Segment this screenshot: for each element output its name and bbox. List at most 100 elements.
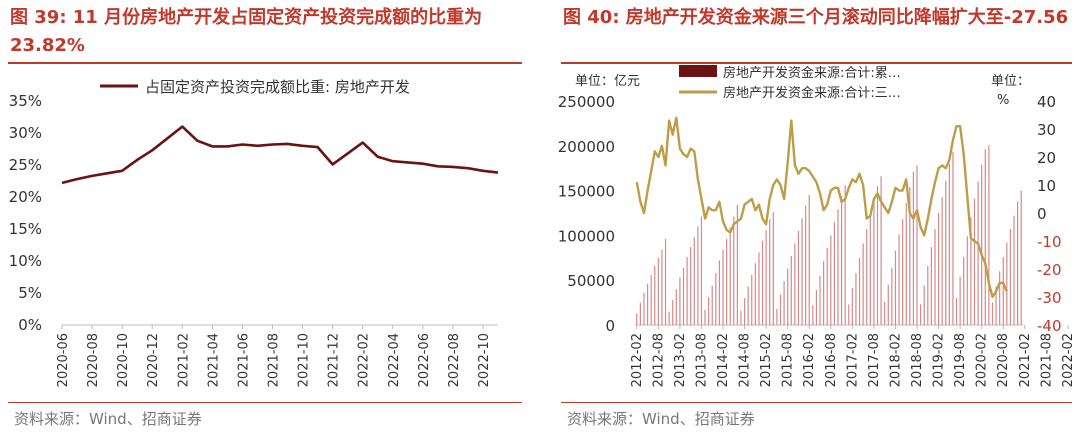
funding-bar bbox=[1006, 242, 1008, 325]
funding-bar bbox=[646, 283, 649, 325]
legend-label: 占固定资产投资完成额比重: 房地产开发 bbox=[145, 78, 410, 96]
funding-bar bbox=[736, 204, 738, 325]
funding-bar bbox=[675, 289, 677, 325]
funding-bar bbox=[794, 243, 796, 325]
x-tick-label: 2019-08 bbox=[953, 333, 968, 387]
x-tick-label: 2021-06 bbox=[236, 333, 251, 387]
funding-bar bbox=[902, 219, 904, 325]
funding-bar bbox=[848, 304, 850, 325]
right-chart-panel: 图 40: 房地产开发资金来源三个月滚动同比降幅扩大至-27.56 单位：亿元 单… bbox=[553, 0, 1080, 436]
funding-bar bbox=[876, 186, 879, 325]
funding-bar bbox=[761, 240, 764, 325]
x-tick-label: 2020-06 bbox=[56, 333, 71, 387]
funding-bar bbox=[650, 274, 652, 325]
x-tick-label: 2015-02 bbox=[759, 333, 774, 387]
funding-bar bbox=[995, 286, 997, 325]
x-tick-label: 2021-02 bbox=[176, 333, 191, 387]
legend-line-label: 房地产开发资金来源:合计:三… bbox=[723, 85, 901, 101]
y-tick-label: 5% bbox=[18, 284, 42, 302]
right-y-tick-label: -20 bbox=[1037, 261, 1062, 279]
funding-bar bbox=[948, 163, 950, 325]
funding-bar bbox=[743, 298, 746, 325]
funding-bar bbox=[830, 235, 832, 325]
funding-bar bbox=[733, 216, 735, 325]
source-rule bbox=[8, 402, 522, 403]
funding-bar bbox=[937, 213, 940, 325]
right-y-tick-label: 0 bbox=[1037, 205, 1047, 223]
funding-bar bbox=[905, 203, 907, 325]
x-tick-label: 2021-08 bbox=[1039, 333, 1054, 387]
x-tick-label: 2021-10 bbox=[297, 333, 312, 387]
funding-bar bbox=[801, 218, 803, 325]
funding-bar bbox=[704, 309, 706, 325]
funding-bar bbox=[916, 165, 918, 325]
x-tick-label: 2022-10 bbox=[477, 333, 492, 387]
x-tick-label: 2020-12 bbox=[146, 333, 161, 387]
funding-bar bbox=[920, 304, 922, 325]
funding-bar bbox=[970, 217, 972, 325]
x-tick-label: 2021-12 bbox=[327, 333, 342, 387]
funding-bar bbox=[1020, 190, 1022, 325]
x-tick-label: 2022-02 bbox=[1061, 333, 1076, 387]
funding-bar bbox=[934, 229, 936, 325]
funding-bar bbox=[812, 305, 814, 325]
x-tick-label: 2013-08 bbox=[694, 333, 709, 387]
funding-bar bbox=[747, 286, 749, 325]
funding-bar bbox=[715, 273, 717, 325]
funding-bar bbox=[1009, 229, 1012, 325]
right-y-tick-label: -30 bbox=[1037, 289, 1062, 307]
legend-bar-label: 房地产开发资金来源:合计:累… bbox=[723, 65, 901, 81]
title-rule bbox=[561, 62, 1072, 64]
chart-title: 图 40: 房地产开发资金来源三个月滚动同比降幅扩大至-27.56 bbox=[563, 7, 1069, 28]
chart-title: 图 39: 11 月份房地产开发占固定资产投资完成额的比重为 23.82% bbox=[10, 7, 483, 56]
funding-bar bbox=[797, 230, 800, 325]
x-tick-label: 2013-02 bbox=[673, 333, 688, 387]
funding-bar bbox=[697, 226, 699, 325]
funding-bar bbox=[790, 256, 792, 325]
funding-bar bbox=[927, 265, 929, 325]
funding-bar bbox=[708, 297, 710, 325]
x-tick-label: 2020-02 bbox=[975, 333, 990, 387]
funding-bar bbox=[769, 219, 771, 325]
funding-bar bbox=[873, 200, 875, 325]
funding-bar bbox=[765, 230, 767, 325]
funding-bar bbox=[977, 181, 979, 325]
right-y-tick-label: 20 bbox=[1037, 149, 1056, 167]
x-tick-label: 2021-02 bbox=[1018, 333, 1033, 387]
funding-bar bbox=[966, 236, 968, 325]
funding-bar bbox=[726, 238, 728, 325]
funding-bar bbox=[776, 308, 778, 325]
funding-bar bbox=[858, 257, 861, 325]
right-axis-unit: 单位： bbox=[991, 74, 1030, 89]
funding-bar bbox=[639, 302, 641, 325]
funding-bar bbox=[912, 171, 915, 325]
funding-bar bbox=[693, 237, 695, 325]
x-tick-label: 2019-02 bbox=[932, 333, 947, 387]
x-tick-label: 2016-08 bbox=[824, 333, 839, 387]
funding-bar bbox=[805, 205, 807, 325]
x-tick-label: 2022-04 bbox=[387, 333, 402, 387]
funding-bar bbox=[909, 187, 911, 325]
funding-bar bbox=[758, 252, 760, 325]
right-y-tick-label: -40 bbox=[1037, 317, 1062, 335]
left-axis-unit: 单位：亿元 bbox=[575, 74, 640, 89]
funding-bar bbox=[682, 267, 685, 325]
funding-bar bbox=[672, 299, 674, 325]
funding-bar bbox=[991, 302, 994, 325]
funding-bar bbox=[880, 176, 882, 325]
funding-bar bbox=[999, 271, 1001, 325]
funding-bar bbox=[679, 277, 681, 325]
funding-bar bbox=[787, 268, 789, 325]
funding-bar bbox=[636, 313, 638, 325]
funding-bar bbox=[855, 273, 857, 325]
x-tick-label: 2021-04 bbox=[206, 333, 221, 387]
funding-bar bbox=[894, 250, 897, 325]
funding-bar bbox=[740, 310, 742, 325]
funding-bar bbox=[654, 265, 656, 325]
left-y-tick-label: 200000 bbox=[558, 138, 615, 156]
funding-bar bbox=[779, 294, 782, 325]
funding-bar bbox=[686, 256, 688, 325]
x-tick-label: 2022-02 bbox=[357, 333, 372, 387]
right-y-tick-label: 10 bbox=[1037, 177, 1056, 195]
funding-bar bbox=[718, 260, 721, 325]
